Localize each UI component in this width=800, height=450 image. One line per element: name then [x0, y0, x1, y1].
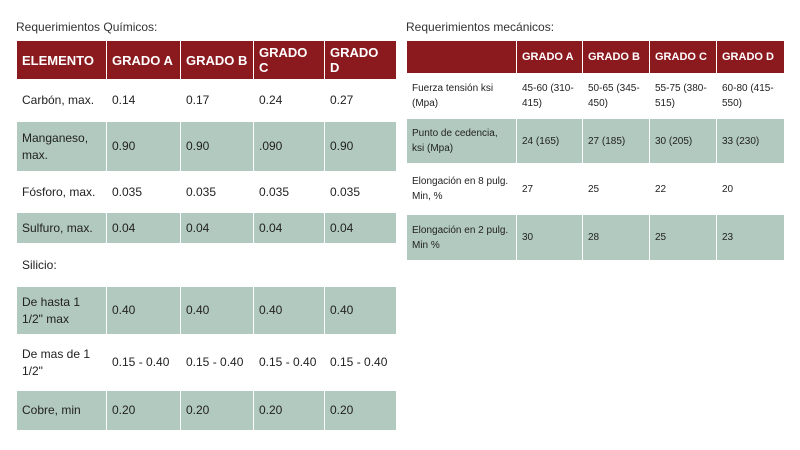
- value-cell: 0.14: [106, 79, 181, 122]
- value-cell: 33 (230): [716, 118, 785, 164]
- value-cell: 0.20: [253, 390, 325, 431]
- value-cell: 0.15 - 0.40: [180, 334, 254, 391]
- property-name-cell: Fuerza tensión ksi (Mpa): [406, 73, 517, 119]
- header-grado-d: GRADO D: [324, 40, 397, 80]
- table-header-row: GRADO A GRADO B GRADO C GRADO D: [406, 40, 785, 74]
- value-cell: 0.035: [106, 171, 181, 213]
- header-grado-b: GRADO B: [180, 40, 254, 80]
- table-row: De hasta 1 1/2" max 0.40 0.40 0.40 0.40: [16, 286, 397, 335]
- value-cell: 23: [716, 214, 785, 261]
- value-cell: [253, 243, 325, 287]
- property-name-cell: Punto de cedencia, ksi (Mpa): [406, 118, 517, 164]
- element-name-cell: Silicio:: [16, 243, 107, 287]
- table-row: De mas de 1 1/2" 0.15 - 0.40 0.15 - 0.40…: [16, 334, 397, 391]
- value-cell: 60-80 (415-550): [716, 73, 785, 119]
- value-cell: 0.40: [180, 286, 254, 335]
- value-cell: 0.035: [324, 171, 397, 213]
- value-cell: 30: [516, 214, 583, 261]
- element-name-cell: Cobre, min: [16, 390, 107, 431]
- header-grado-a: GRADO A: [516, 40, 583, 74]
- value-cell: 28: [582, 214, 650, 261]
- value-cell: 27: [516, 163, 583, 215]
- table-row: Cobre, min 0.20 0.20 0.20 0.20: [16, 390, 397, 431]
- table-row: Fósforo, max. 0.035 0.035 0.035 0.035: [16, 171, 397, 213]
- element-name-cell: Manganeso, max.: [16, 121, 107, 172]
- value-cell: 0.035: [253, 171, 325, 213]
- element-name-cell: De hasta 1 1/2" max: [16, 286, 107, 335]
- value-cell: 25: [582, 163, 650, 215]
- value-cell: .090: [253, 121, 325, 172]
- value-cell: 30 (205): [649, 118, 717, 164]
- value-cell: 45-60 (310-415): [516, 73, 583, 119]
- value-cell: 0.17: [180, 79, 254, 122]
- value-cell: [324, 243, 397, 287]
- table-row: Manganeso, max. 0.90 0.90 .090 0.90: [16, 121, 397, 172]
- value-cell: 0.40: [253, 286, 325, 335]
- table-row: Fuerza tensión ksi (Mpa) 45-60 (310-415)…: [406, 73, 785, 119]
- table-row: Elongación en 2 pulg. Min % 30 28 25 23: [406, 214, 785, 261]
- value-cell: 0.20: [324, 390, 397, 431]
- value-cell: 0.90: [180, 121, 254, 172]
- mechanical-requirements-table: GRADO A GRADO B GRADO C GRADO D Fuerza t…: [406, 40, 785, 261]
- value-cell: 0.15 - 0.40: [324, 334, 397, 391]
- table-row: Punto de cedencia, ksi (Mpa) 24 (165) 27…: [406, 118, 785, 164]
- value-cell: 0.20: [106, 390, 181, 431]
- table-row: Elongación en 8 pulg. Min, % 27 25 22 20: [406, 163, 785, 215]
- value-cell: 0.90: [106, 121, 181, 172]
- value-cell: 22: [649, 163, 717, 215]
- value-cell: 0.04: [324, 212, 397, 244]
- table-row: Silicio:: [16, 243, 397, 287]
- table-row: Carbón, max. 0.14 0.17 0.24 0.27: [16, 79, 397, 122]
- value-cell: 27 (185): [582, 118, 650, 164]
- value-cell: [180, 243, 254, 287]
- header-grado-b: GRADO B: [582, 40, 650, 74]
- property-name-cell: Elongación en 8 pulg. Min, %: [406, 163, 517, 215]
- chemical-requirements-table: ELEMENTO GRADO A GRADO B GRADO C GRADO D…: [16, 40, 397, 431]
- header-grado-a: GRADO A: [106, 40, 181, 80]
- value-cell: 0.035: [180, 171, 254, 213]
- value-cell: 0.40: [324, 286, 397, 335]
- value-cell: [106, 243, 181, 287]
- value-cell: 0.15 - 0.40: [253, 334, 325, 391]
- element-name-cell: De mas de 1 1/2": [16, 334, 107, 391]
- table-header-row: ELEMENTO GRADO A GRADO B GRADO C GRADO D: [16, 40, 397, 80]
- value-cell: 0.40: [106, 286, 181, 335]
- table-row: Sulfuro, max. 0.04 0.04 0.04 0.04: [16, 212, 397, 244]
- value-cell: 0.20: [180, 390, 254, 431]
- header-grado-c: GRADO C: [253, 40, 325, 80]
- value-cell: 0.04: [180, 212, 254, 244]
- value-cell: 0.15 - 0.40: [106, 334, 181, 391]
- value-cell: 0.24: [253, 79, 325, 122]
- value-cell: 0.04: [253, 212, 325, 244]
- header-grado-c: GRADO C: [649, 40, 717, 74]
- value-cell: 0.27: [324, 79, 397, 122]
- header-elemento: ELEMENTO: [16, 40, 107, 80]
- property-name-cell: Elongación en 2 pulg. Min %: [406, 214, 517, 261]
- header-grado-d: GRADO D: [716, 40, 785, 74]
- header-property: [406, 40, 517, 74]
- value-cell: 24 (165): [516, 118, 583, 164]
- value-cell: 55-75 (380-515): [649, 73, 717, 119]
- value-cell: 50-65 (345-450): [582, 73, 650, 119]
- mechanical-requirements-title: Requerimientos mecánicos:: [406, 20, 555, 34]
- value-cell: 25: [649, 214, 717, 261]
- element-name-cell: Fósforo, max.: [16, 171, 107, 213]
- value-cell: 0.90: [324, 121, 397, 172]
- value-cell: 0.04: [106, 212, 181, 244]
- element-name-cell: Carbón, max.: [16, 79, 107, 122]
- element-name-cell: Sulfuro, max.: [16, 212, 107, 244]
- chemical-requirements-title: Requerimientos Químicos:: [16, 20, 158, 34]
- value-cell: 20: [716, 163, 785, 215]
